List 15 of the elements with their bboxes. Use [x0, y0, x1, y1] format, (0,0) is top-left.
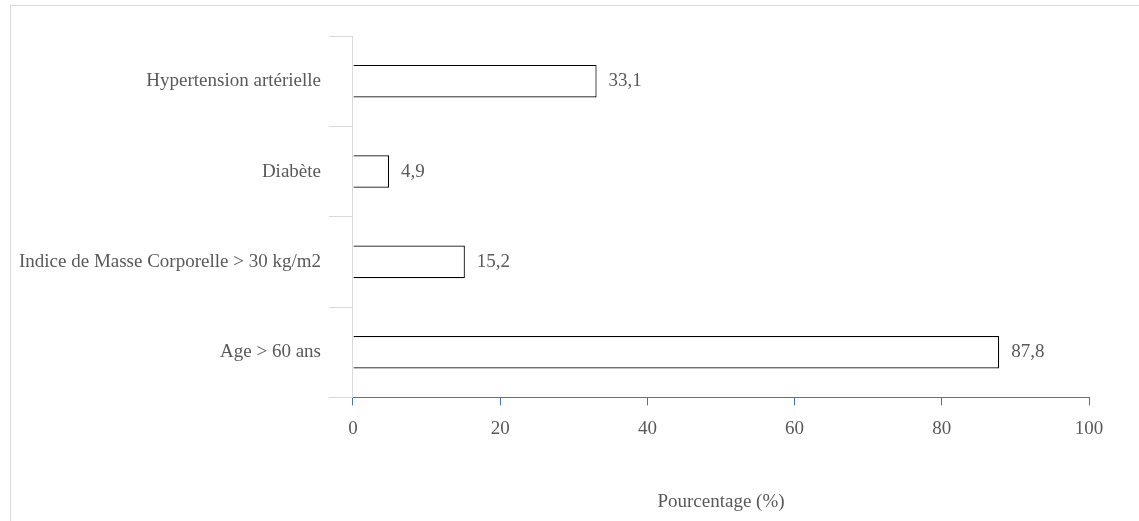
x-tick-label: 20 [490, 416, 510, 438]
y-tick-label: Indice de Masse Corporelle > 30 kg/m2 [18, 249, 321, 271]
x-tick-label: 0 [348, 416, 358, 438]
data-label: 87,8 [1011, 340, 1045, 362]
y-tick-label: Age > 60 ans [220, 340, 321, 362]
x-tick-label: 100 [1074, 416, 1104, 438]
x-axis-title: Pourcentage (%) [657, 489, 785, 512]
data-label: 4,9 [401, 159, 425, 181]
x-tick-label: 60 [785, 416, 805, 438]
y-tick-label: Hypertension artérielle [146, 69, 321, 91]
x-tick-label: 40 [637, 416, 657, 438]
data-label: 33,1 [608, 69, 642, 91]
x-tick-label: 80 [932, 416, 952, 438]
data-label: 15,2 [476, 249, 511, 271]
y-tick-label: Diabète [261, 159, 321, 181]
